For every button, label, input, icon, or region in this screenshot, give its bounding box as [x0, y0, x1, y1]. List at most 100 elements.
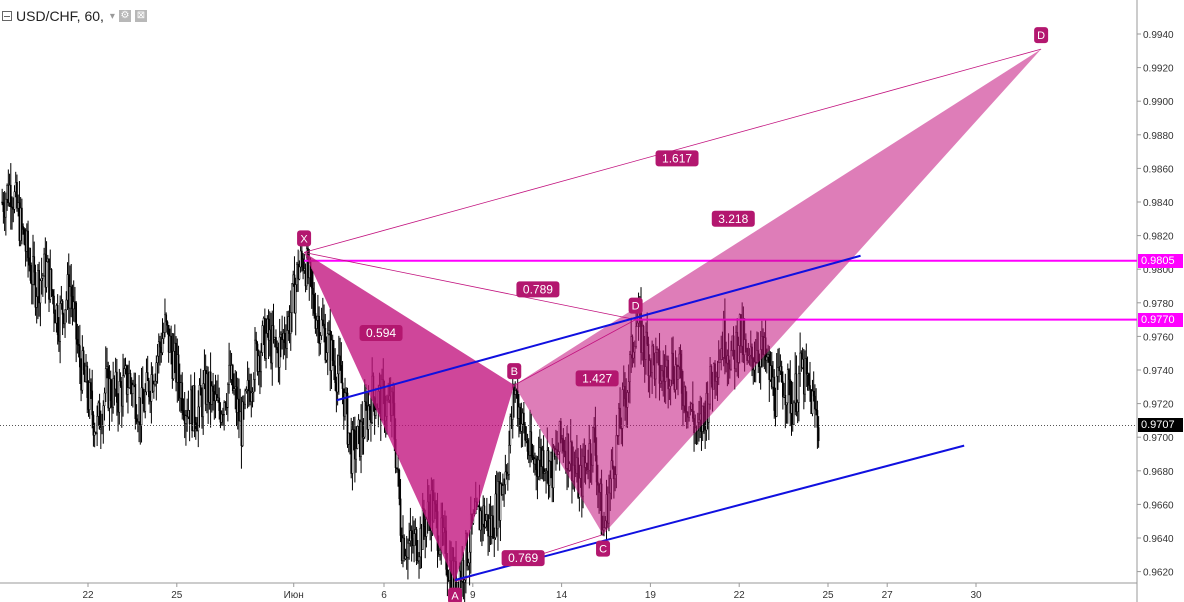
- candle-body: [520, 423, 523, 432]
- candle-body: [198, 385, 201, 408]
- ratio-label-bg: [575, 370, 619, 387]
- settings-icon[interactable]: ⚙: [118, 10, 131, 22]
- candle-body: [151, 374, 154, 392]
- candle-body: [61, 300, 64, 315]
- candle-body: [13, 191, 16, 210]
- candle-body: [177, 354, 180, 383]
- candle-body: [99, 427, 102, 430]
- price-tick-label: 0.9640: [1143, 534, 1174, 545]
- candle-body: [415, 529, 418, 561]
- candle-body: [247, 380, 250, 392]
- candle-body: [407, 542, 409, 558]
- candle-body: [782, 381, 784, 398]
- candle-body: [548, 460, 551, 486]
- ratio-label-bg: [711, 210, 755, 227]
- candle-body: [397, 468, 399, 471]
- point-label-c: C: [599, 544, 607, 556]
- time-tick-label: 25: [822, 590, 834, 601]
- ratio-label: 1.617: [662, 151, 692, 165]
- candle-body: [319, 335, 322, 344]
- candle-body: [320, 319, 323, 336]
- candle-body: [352, 429, 355, 431]
- candle-body: [509, 416, 512, 446]
- candle-body: [298, 266, 301, 280]
- candle-body: [312, 287, 314, 295]
- chevron-down-icon[interactable]: ▾: [109, 10, 115, 22]
- candle-body: [33, 256, 36, 273]
- candle-body: [72, 301, 75, 310]
- price-tick-label: 0.9680: [1143, 467, 1174, 478]
- candle-body: [499, 483, 502, 521]
- candle-body: [446, 569, 449, 578]
- candle-body: [375, 409, 377, 416]
- candle-body: [40, 278, 43, 281]
- candle-body: [90, 382, 92, 392]
- candle-body: [535, 458, 538, 470]
- candle-body: [199, 385, 202, 396]
- pattern-triangle-bcd: [514, 49, 1042, 535]
- candle-body: [294, 284, 297, 314]
- price-tick-label: 0.9780: [1143, 299, 1174, 310]
- candle-body: [439, 549, 441, 555]
- candle-body: [798, 373, 800, 403]
- candle-body: [65, 299, 68, 311]
- candle-body: [302, 258, 304, 271]
- candle-body: [519, 406, 522, 432]
- candle-body: [408, 540, 411, 544]
- time-tick-label: 14: [556, 590, 568, 601]
- candle-body: [261, 325, 264, 353]
- candle-body: [250, 392, 253, 402]
- candle-body: [76, 338, 79, 345]
- candle-body: [814, 395, 816, 410]
- candle-body: [27, 230, 29, 259]
- candle-body: [323, 323, 325, 329]
- point-label-bg: [628, 297, 643, 314]
- candle-body: [795, 373, 798, 412]
- price-tick-label: 0.9820: [1143, 232, 1174, 243]
- candle-body: [28, 257, 31, 266]
- candle-body: [141, 387, 144, 404]
- candle-body: [340, 365, 343, 384]
- channel-upper-line: [336, 254, 861, 402]
- candle-body: [170, 335, 172, 352]
- candle-body: [468, 551, 471, 564]
- candle-body: [154, 380, 156, 385]
- candle-body: [514, 390, 517, 395]
- candle-body: [809, 385, 811, 390]
- close-icon[interactable]: ⊠: [134, 10, 147, 22]
- candle-body: [537, 459, 540, 477]
- candle-body: [134, 383, 137, 419]
- candle-body: [96, 416, 98, 434]
- candle-body: [88, 382, 91, 410]
- candle-body: [811, 390, 814, 414]
- candle-body: [362, 436, 365, 439]
- candle-body: [244, 390, 246, 405]
- price-tick-label: 0.9700: [1143, 433, 1174, 444]
- candle-body: [129, 373, 132, 384]
- candle-body: [504, 471, 507, 485]
- candle-body: [218, 397, 221, 411]
- price-tick-label: 0.9860: [1143, 164, 1174, 175]
- candle-body: [325, 352, 328, 361]
- candle-body: [45, 261, 48, 288]
- candle-body: [283, 333, 286, 343]
- candle-body: [503, 484, 505, 486]
- candle-body: [59, 303, 61, 342]
- candle-body: [193, 385, 196, 424]
- candle-body: [398, 469, 401, 500]
- candle-body: [289, 312, 292, 334]
- collapse-icon[interactable]: [2, 11, 12, 21]
- candle-body: [267, 318, 270, 341]
- candle-body: [223, 402, 226, 415]
- point-label-bg: [297, 230, 312, 247]
- candle-body: [492, 515, 494, 539]
- candle-body: [796, 402, 799, 412]
- ratio-label-bg: [359, 325, 403, 342]
- candle-body: [789, 379, 792, 414]
- candle-body: [172, 350, 175, 379]
- candle-body: [159, 341, 161, 348]
- candle-body: [508, 444, 510, 475]
- candle-body: [524, 424, 526, 441]
- candle-body: [484, 520, 487, 528]
